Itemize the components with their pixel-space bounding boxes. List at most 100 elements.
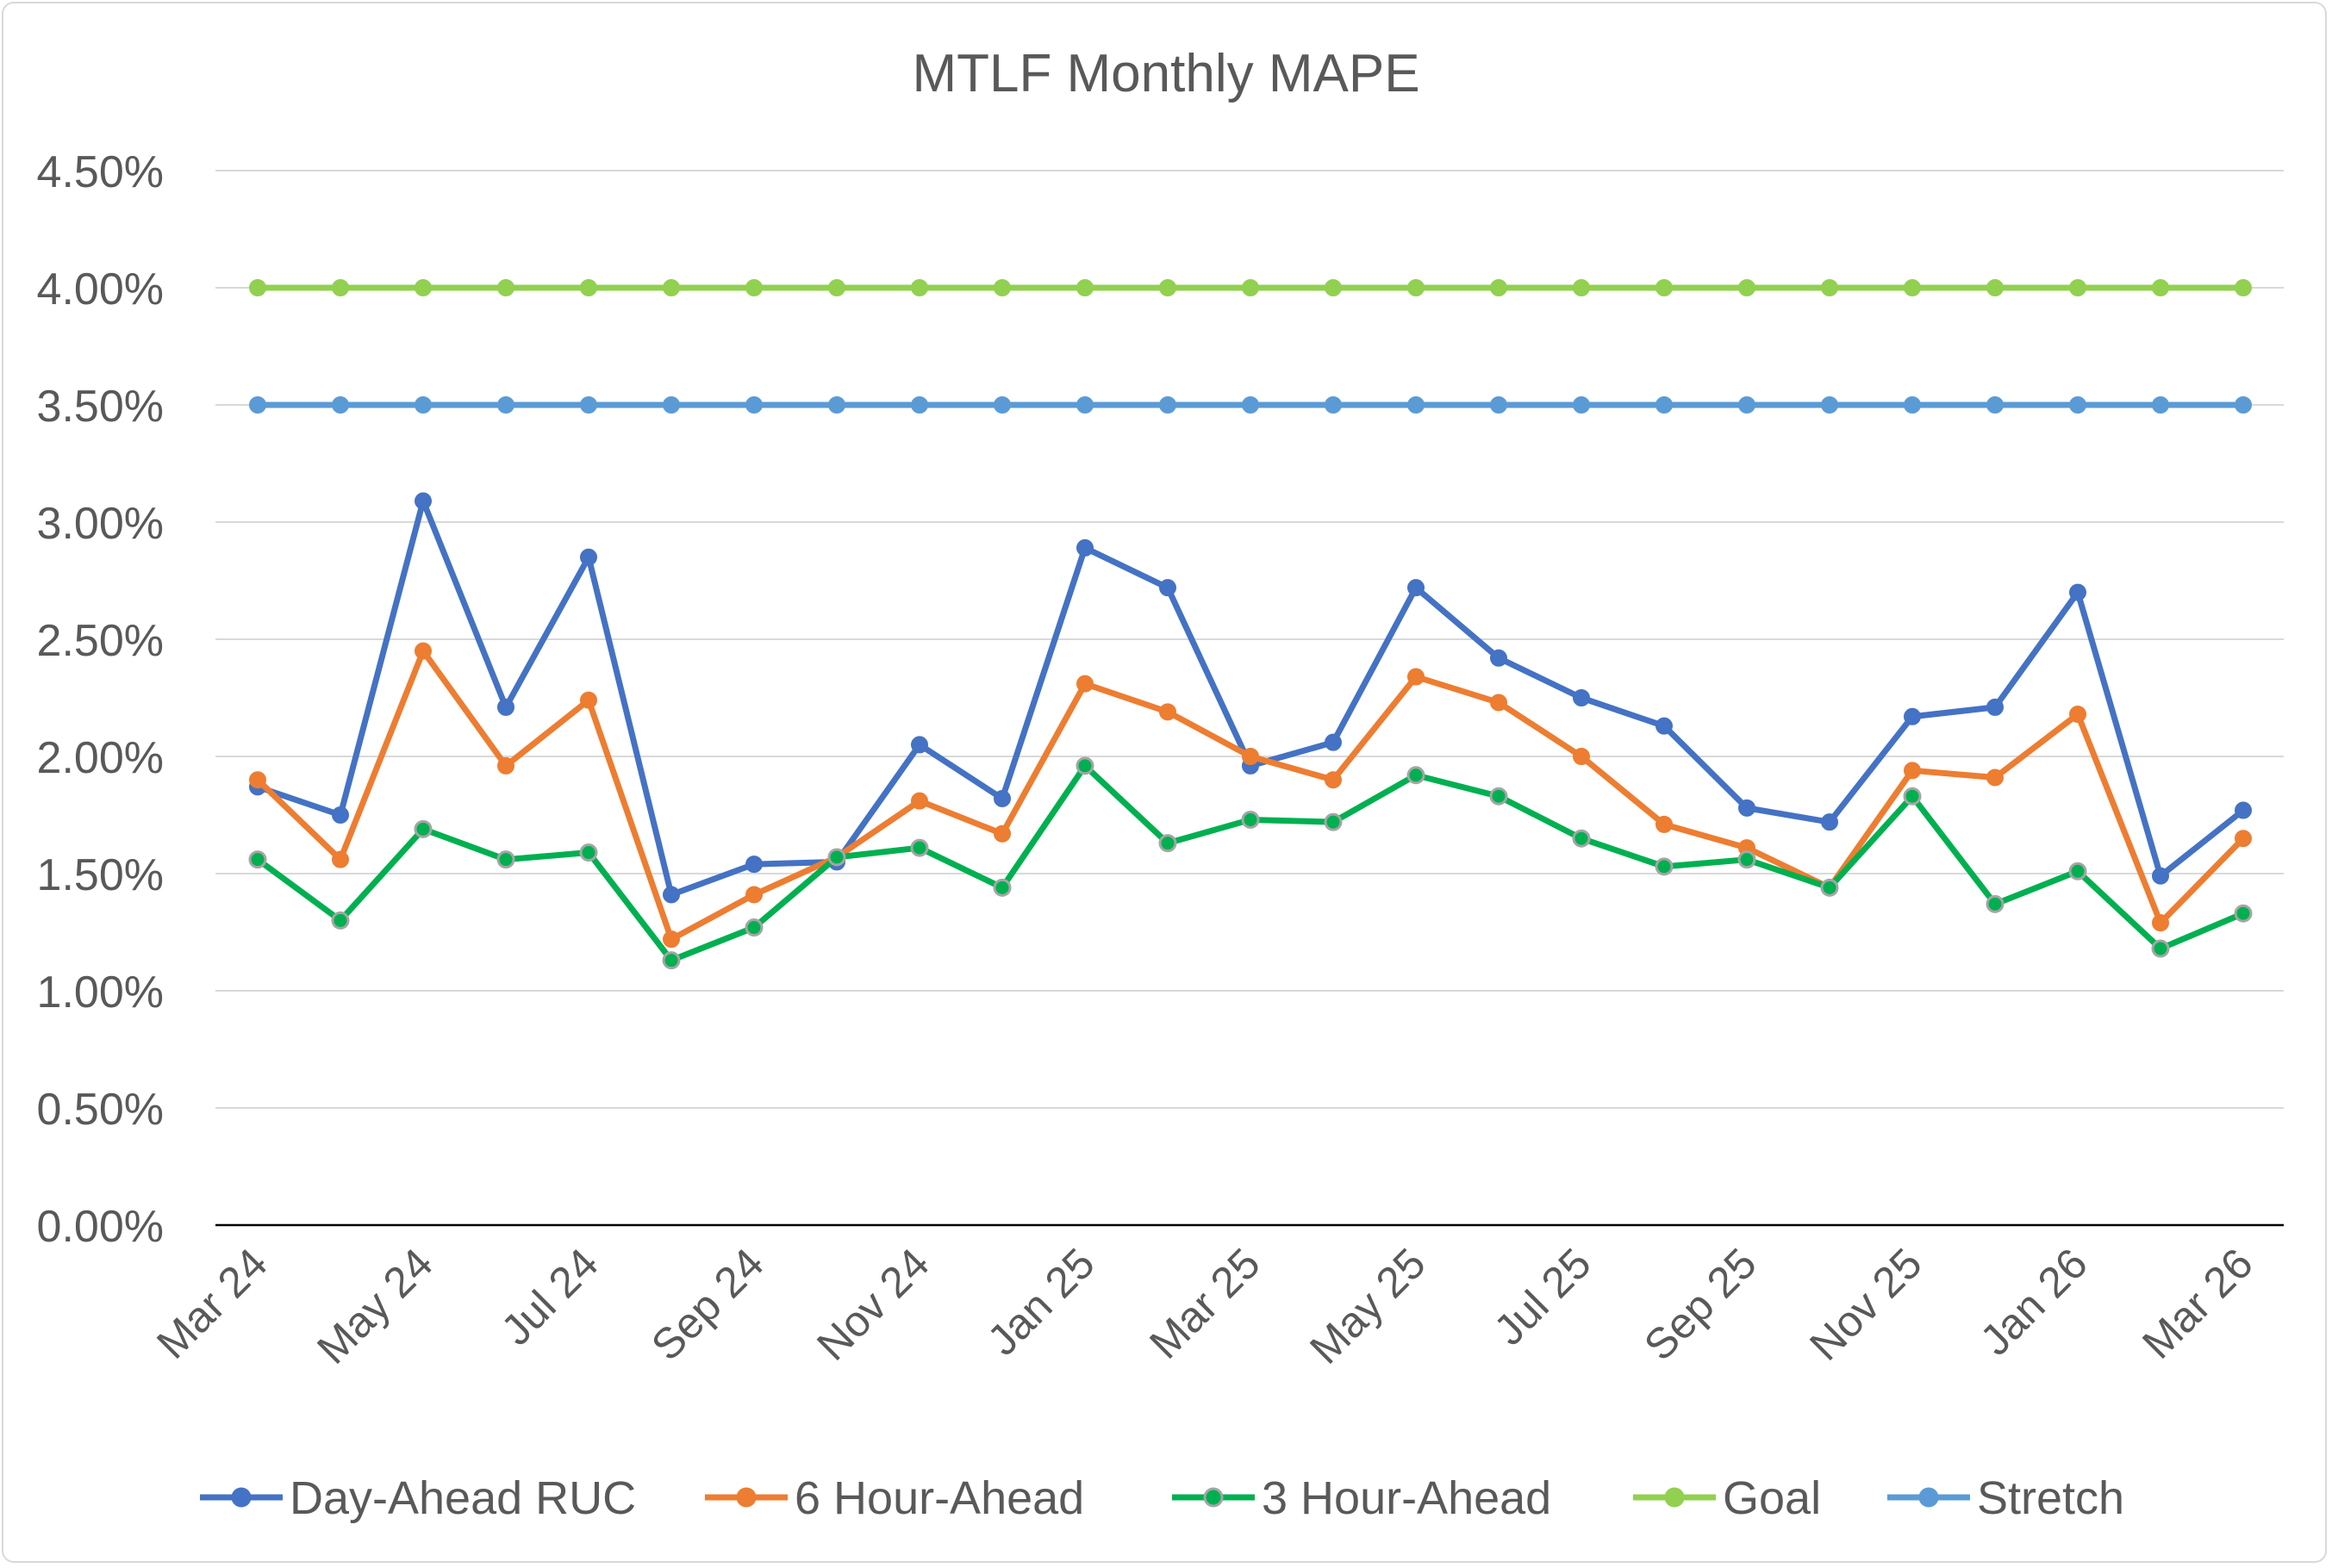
data-point (828, 396, 845, 414)
x-tick-label: Sep 25 (1635, 1239, 1766, 1370)
data-point (1738, 799, 1755, 817)
data-point (497, 396, 514, 414)
data-point (1986, 768, 2004, 787)
legend-marker (736, 1487, 757, 1508)
data-point (2151, 939, 2170, 958)
data-point (1737, 850, 1756, 869)
data-point (2235, 801, 2252, 819)
data-point (994, 824, 1011, 843)
data-point (1573, 748, 1590, 765)
data-point (1325, 396, 1342, 414)
data-point (415, 642, 432, 660)
y-tick-label: 2.00% (37, 733, 164, 783)
data-point (249, 279, 266, 296)
legend-label: 6 Hour-Ahead (795, 1472, 1084, 1524)
data-point (1159, 703, 1176, 721)
data-point (2235, 830, 2252, 848)
x-tick-label: Mar 24 (147, 1239, 277, 1368)
data-point (1904, 279, 1921, 296)
x-tick-label: Jan 25 (978, 1239, 1104, 1365)
data-point (1406, 766, 1425, 785)
x-tick-label: Nov 25 (1800, 1239, 1931, 1370)
data-point (580, 396, 597, 414)
legend-marker (231, 1487, 252, 1508)
data-point (1076, 279, 1094, 296)
data-point (1242, 748, 1259, 765)
data-point (911, 736, 928, 754)
data-point (1655, 857, 1674, 876)
data-point (2152, 867, 2169, 885)
data-point (1655, 279, 1673, 296)
data-point (415, 492, 432, 510)
data-point (745, 886, 763, 904)
data-point (1242, 279, 1259, 296)
y-tick-label: 1.00% (37, 968, 164, 1017)
x-tick-label: Jul 25 (1485, 1239, 1600, 1354)
data-point (2152, 396, 2169, 414)
data-point (828, 279, 845, 296)
data-point (911, 279, 928, 296)
data-point (2152, 914, 2169, 932)
data-point (1904, 762, 1921, 780)
data-point (2235, 279, 2252, 296)
data-point (1159, 396, 1176, 414)
data-point (1738, 396, 1755, 414)
data-point (993, 878, 1012, 897)
data-point (662, 951, 681, 970)
data-point (580, 691, 597, 709)
data-point (414, 819, 433, 838)
series-goal (249, 279, 2252, 296)
data-point (2069, 396, 2086, 414)
data-point (1325, 771, 1342, 789)
data-point (1407, 579, 1425, 597)
chart-title: MTLF Monthly MAPE (912, 44, 1419, 103)
legend-marker (1918, 1487, 1939, 1508)
data-point (745, 396, 763, 414)
data-point (332, 806, 349, 824)
y-tick-label: 3.50% (37, 382, 164, 432)
data-point (1986, 698, 2004, 716)
data-point (911, 396, 928, 414)
data-point (1159, 579, 1176, 597)
data-point (497, 756, 514, 775)
y-tick-label: 0.00% (37, 1202, 164, 1252)
series-6-hour-ahead (249, 642, 2252, 949)
data-point (332, 850, 349, 868)
series-3-hour-ahead (248, 756, 2253, 970)
legend-item: 6 Hour-Ahead (705, 1472, 1084, 1524)
data-point (1490, 649, 1507, 667)
data-point (1158, 834, 1177, 853)
series-line (255, 648, 2246, 943)
data-point (1986, 894, 2005, 913)
data-point (663, 396, 680, 414)
data-point (745, 279, 763, 296)
y-tick-label: 0.50% (37, 1085, 164, 1135)
data-point (331, 911, 350, 930)
data-point (663, 279, 680, 296)
data-point (1490, 396, 1507, 414)
data-point (1821, 813, 1838, 831)
data-point (1986, 396, 2004, 414)
data-point (911, 792, 928, 810)
data-point (1572, 829, 1591, 848)
data-point (2068, 862, 2087, 880)
data-point (827, 848, 846, 867)
series-line (255, 762, 2245, 964)
y-tick-label: 1.50% (37, 850, 164, 900)
data-point (1324, 812, 1343, 831)
data-point (1904, 707, 1921, 725)
data-point (1820, 878, 1839, 897)
y-tick-label: 2.50% (37, 616, 164, 666)
legend-label: Stretch (1977, 1472, 2124, 1524)
data-point (1242, 396, 1259, 414)
legend-item: 3 Hour-Ahead (1172, 1472, 1551, 1524)
legend-item: Goal (1633, 1472, 1821, 1524)
data-point (415, 279, 432, 296)
data-point (497, 698, 514, 716)
data-point (580, 548, 597, 566)
x-tick-label: Jul 24 (492, 1239, 608, 1354)
data-point (1325, 733, 1342, 751)
data-point (994, 396, 1011, 414)
data-point (1904, 396, 1921, 414)
legend-marker (1203, 1487, 1224, 1508)
